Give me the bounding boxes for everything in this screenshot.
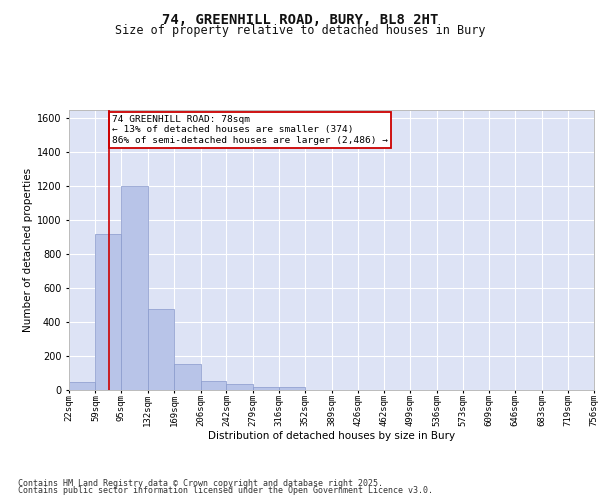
Text: 74, GREENHILL ROAD, BURY, BL8 2HT: 74, GREENHILL ROAD, BURY, BL8 2HT — [162, 12, 438, 26]
Y-axis label: Number of detached properties: Number of detached properties — [23, 168, 32, 332]
Bar — [279, 386, 305, 390]
Text: Contains public sector information licensed under the Open Government Licence v3: Contains public sector information licen… — [18, 486, 433, 495]
Bar — [253, 386, 279, 390]
Bar — [174, 364, 200, 390]
Bar — [200, 380, 226, 390]
Text: 74 GREENHILL ROAD: 78sqm
← 13% of detached houses are smaller (374)
86% of semi-: 74 GREENHILL ROAD: 78sqm ← 13% of detach… — [112, 115, 388, 145]
Bar — [226, 384, 253, 390]
Bar — [69, 382, 95, 390]
Bar — [148, 310, 174, 390]
X-axis label: Distribution of detached houses by size in Bury: Distribution of detached houses by size … — [208, 430, 455, 440]
Text: Size of property relative to detached houses in Bury: Size of property relative to detached ho… — [115, 24, 485, 37]
Text: Contains HM Land Registry data © Crown copyright and database right 2025.: Contains HM Land Registry data © Crown c… — [18, 478, 383, 488]
Bar — [95, 234, 121, 390]
Bar — [121, 186, 148, 390]
